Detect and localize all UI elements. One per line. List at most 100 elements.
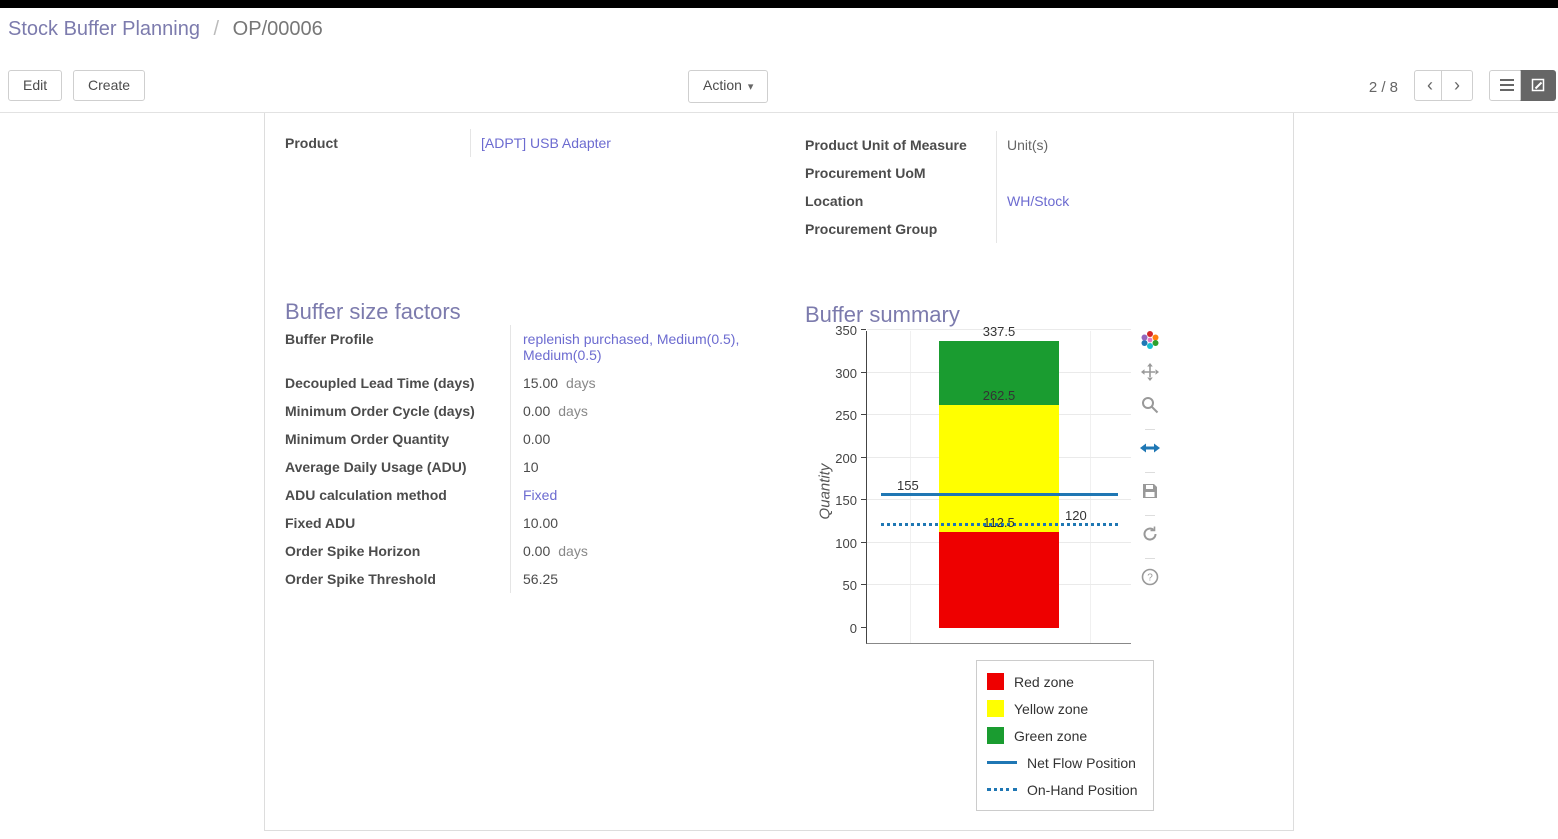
y-tick-label: 100 (835, 535, 857, 551)
plotly-logo-icon[interactable] (1138, 330, 1162, 354)
location-link[interactable]: WH/Stock (1007, 193, 1070, 209)
pager-next-button[interactable]: › (1441, 70, 1473, 101)
save-icon[interactable] (1138, 482, 1162, 506)
field-buffer-profile: Buffer Profile replenish purchased, Medi… (285, 325, 793, 369)
y-tick-label: 50 (842, 578, 857, 594)
field-value: 10 (523, 459, 539, 475)
legend-label: On-Hand Position (1027, 781, 1138, 798)
section-heading-buffer-size-factors: Buffer size factors (285, 299, 461, 325)
field-decoupled-lead-time: Decoupled Lead Time (days) 15.00 days (285, 369, 793, 397)
line-value-label: 120 (1065, 507, 1087, 523)
field-average-daily-usage: Average Daily Usage (ADU) 10 (285, 453, 793, 481)
list-view-button[interactable] (1489, 70, 1525, 101)
legend-swatch-square (987, 700, 1004, 717)
list-icon (1500, 79, 1514, 91)
legend-swatch-square (987, 673, 1004, 690)
legend-item[interactable]: Yellow zone (987, 695, 1143, 722)
chart-modebar: ? (1137, 330, 1163, 601)
legend-item[interactable]: On-Hand Position (987, 776, 1143, 803)
zoom-icon[interactable] (1138, 396, 1162, 420)
legend-swatch-square (987, 727, 1004, 744)
action-dropdown-button[interactable]: Action ▾ (688, 70, 769, 103)
legend-item[interactable]: Net Flow Position (987, 749, 1143, 776)
reset-icon[interactable] (1138, 525, 1162, 549)
field-label: Order Spike Horizon (285, 537, 511, 565)
field-label: Location (805, 187, 997, 215)
legend-item[interactable]: Green zone (987, 722, 1143, 749)
action-label: Action (703, 77, 742, 93)
buffer-summary-chart: Quantity 0 50 100 150 200 250 300 350 112.5 262.5… (800, 318, 1245, 823)
field-label: Minimum Order Quantity (285, 425, 511, 453)
pager-previous-button[interactable]: ‹ (1414, 70, 1446, 101)
section-heading-buffer-summary: Buffer summary (805, 302, 960, 328)
buffer-profile-link[interactable]: replenish purchased, Medium(0.5), Medium… (523, 331, 740, 363)
field-procurement-uom: Procurement UoM (805, 159, 1270, 187)
create-button[interactable]: Create (73, 70, 146, 101)
field-label: Order Spike Threshold (285, 565, 511, 593)
field-order-spike-horizon: Order Spike Horizon 0.00 days (285, 537, 793, 565)
gridline (867, 329, 1131, 330)
field-label: Decoupled Lead Time (days) (285, 369, 511, 397)
on-hand-position-line (881, 522, 1118, 526)
y-tick (861, 456, 866, 458)
bar-value-label: 262.5 (982, 387, 1016, 403)
breadcrumb-current: OP/00006 (232, 18, 323, 40)
field-product: Product [ADPT] USB Adapter (285, 129, 790, 157)
product-link[interactable]: [ADPT] USB Adapter (481, 135, 611, 151)
chart-legend: Red zone Yellow zone Green zone Net Flow Po… (976, 660, 1154, 811)
autoscale-icon[interactable] (1138, 439, 1162, 463)
modebar-separator (1145, 429, 1155, 430)
legend-label: Red zone (1014, 673, 1074, 690)
y-tick (861, 627, 866, 628)
field-product-uom: Product Unit of Measure Unit(s) (805, 131, 1270, 159)
field-unit: days (558, 403, 588, 419)
legend-label: Net Flow Position (1027, 754, 1136, 771)
help-icon[interactable]: ? (1138, 568, 1162, 592)
top-menu-bar (0, 0, 1558, 8)
y-tick-label: 200 (835, 450, 857, 466)
field-location: Location WH/Stock (805, 187, 1270, 215)
field-unit: days (558, 543, 588, 559)
edit-button[interactable]: Edit (8, 70, 63, 101)
y-tick-label: 150 (835, 493, 857, 509)
field-order-spike-threshold: Order Spike Threshold 56.25 (285, 565, 793, 593)
adu-method-link[interactable]: Fixed (523, 487, 558, 503)
field-value: 15.00 (523, 375, 559, 391)
form-icon (1531, 78, 1545, 92)
field-label: Procurement Group (805, 215, 997, 243)
net-flow-position-line (881, 493, 1118, 497)
field-label: Minimum Order Cycle (days) (285, 397, 511, 425)
chevron-right-icon: › (1454, 75, 1460, 95)
plot-area[interactable]: 0 50 100 150 200 250 300 350 112.5 262.5 337.5 155 1… (835, 323, 1131, 644)
legend-label: Green zone (1014, 727, 1088, 744)
red-zone-bar (939, 532, 1059, 628)
field-value: Unit(s) (1007, 137, 1049, 153)
chevron-left-icon: ‹ (1427, 75, 1433, 95)
field-min-order-quantity: Minimum Order Quantity 0.00 (285, 425, 793, 453)
breadcrumb: Stock Buffer Planning / OP/00006 (8, 18, 323, 41)
pager-counter: 2 / 8 (1368, 79, 1398, 96)
field-value: 0.00 (523, 431, 551, 447)
pan-icon[interactable] (1138, 363, 1162, 387)
y-tick (861, 541, 866, 543)
field-value: 10.00 (523, 515, 559, 531)
breadcrumb-separator: / (213, 18, 220, 40)
form-view-button[interactable] (1520, 70, 1556, 101)
y-tick (861, 329, 866, 330)
line-value-label: 155 (897, 478, 919, 494)
buffer-size-factors-group: Buffer Profile replenish purchased, Medi… (285, 325, 793, 593)
y-tick (861, 499, 866, 501)
field-adu-calculation-method: ADU calculation method Fixed (285, 481, 793, 509)
chevron-down-icon: ▾ (747, 81, 754, 93)
y-tick-label: 250 (835, 408, 857, 424)
breadcrumb-parent-link[interactable]: Stock Buffer Planning (8, 18, 200, 40)
y-tick-label: 0 (849, 621, 857, 636)
modebar-separator (1145, 558, 1155, 559)
field-label: Average Daily Usage (ADU) (285, 453, 511, 481)
legend-item[interactable]: Red zone (987, 668, 1143, 695)
field-min-order-cycle: Minimum Order Cycle (days) 0.00 days (285, 397, 793, 425)
field-value: 56.25 (523, 571, 559, 587)
field-fixed-adu: Fixed ADU 10.00 (285, 509, 793, 537)
modebar-separator (1145, 515, 1155, 516)
svg-text:?: ? (1147, 573, 1153, 584)
